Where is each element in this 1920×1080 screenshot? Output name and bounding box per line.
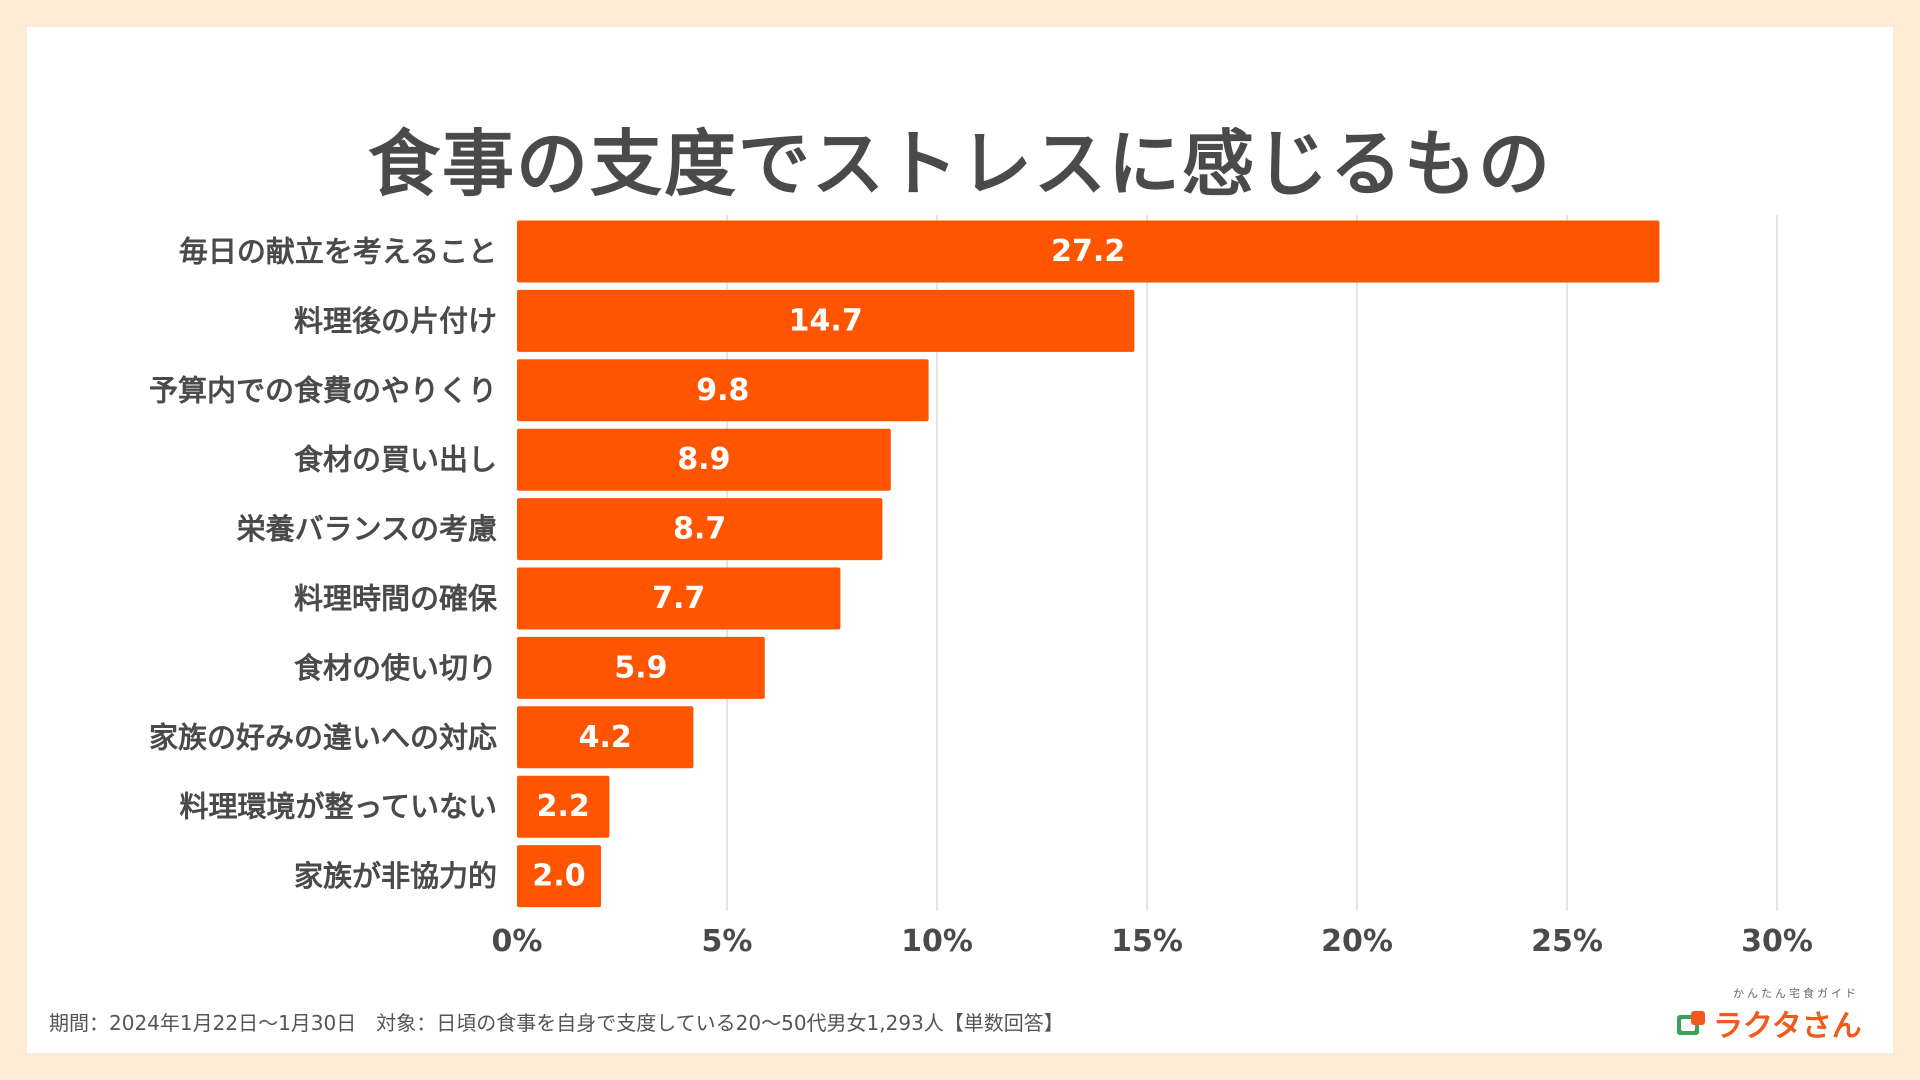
x-tick-label: 30% [1741,924,1813,959]
chart-title: 食事の支度でストレスに感じるもの [367,122,1552,206]
x-tick-label: 10% [901,924,973,959]
x-tick-label: 15% [1111,924,1183,959]
bar [517,428,891,491]
bar [517,775,610,838]
bento-icon [1677,1011,1705,1035]
x-tick-label: 20% [1321,924,1393,959]
bar [517,498,883,561]
category-label: 料理後の片付け [294,304,497,338]
value-label: 4.2 [579,720,632,755]
category-label: 予算内での食費のやりくり [149,373,497,407]
bar [517,845,601,908]
bar [517,567,841,630]
category-label: 家族が非協力的 [294,859,497,893]
category-label: 料理環境が整っていない [179,790,497,824]
chart-card: 食事の支度でストレスに感じるもの 毎日の献立を考えること 27.2 料理後の片付け 1… [27,27,1893,1053]
bar-chart: 毎日の献立を考えること 27.2 料理後の片付け 14.7 予算内での食費のやりくり 9.… [149,215,1813,959]
survey-footnote: 期間：2024年1月22日〜1月30日 対象：日頃の食事を自身で支度している20… [49,1011,1064,1035]
bar [517,359,929,422]
logo-tagline: かんたん宅食ガイド [1733,987,1859,1000]
category-label: 毎日の献立を考えること [179,235,497,269]
value-label: 8.7 [673,512,726,547]
x-tick-label: 0% [492,924,543,959]
value-label: 2.0 [532,859,585,894]
brand-logo: かんたん宅食ガイド ラクタさん [1675,985,1875,1045]
value-label: 27.2 [1051,234,1125,269]
value-label: 14.7 [789,303,863,338]
category-label: 食材の買い出し [294,443,497,477]
bar [517,220,1660,283]
category-label: 栄養バランスの考慮 [237,512,497,546]
x-tick-label: 25% [1531,924,1603,959]
value-label: 5.9 [614,650,667,685]
value-label: 2.2 [537,789,590,824]
bar [517,636,765,699]
x-tick-label: 5% [702,924,753,959]
bar [517,289,1135,352]
bar [517,706,694,769]
category-label: 料理時間の確保 [294,582,498,616]
value-label: 7.7 [652,581,705,616]
category-label: 食材の使い切り [294,651,497,685]
value-label: 9.8 [696,373,749,408]
logo-name: ラクタさん [1713,1009,1862,1044]
value-label: 8.9 [677,442,730,477]
category-label: 家族の好みの違いへの対応 [149,720,497,754]
